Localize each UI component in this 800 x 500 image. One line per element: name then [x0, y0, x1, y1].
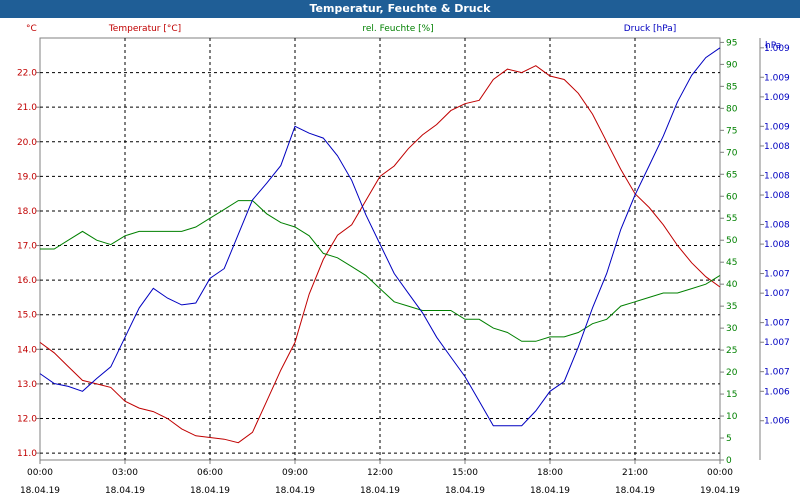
temperature-unit-label: °C — [26, 24, 37, 34]
tick-label: 1.006 — [764, 417, 790, 427]
series-line — [39, 65, 721, 444]
tick-label-time: 12:00 — [367, 468, 393, 478]
tick-label-time: 00:00 — [27, 468, 53, 478]
tick-label-time: 15:00 — [452, 468, 478, 478]
tick-label-time: 00:00 — [707, 468, 733, 478]
tick-label: 16.0 — [17, 276, 37, 286]
tick-label: 18.0 — [17, 207, 37, 217]
time-axis: 00:00 18.04.19 03:00 18.04.19 06:00 18.04.19 0… — [20, 460, 740, 496]
tick-label: 1.008 — [764, 142, 790, 152]
series-line — [39, 47, 721, 427]
tick-label-date: 18.04.19 — [615, 486, 655, 496]
tick-label: 75 — [726, 126, 737, 136]
tick-label-date: 18.04.19 — [360, 486, 400, 496]
tick-label: 15.0 — [17, 311, 37, 321]
tick-label: 1.006 — [764, 387, 790, 397]
tick-label: 1.007 — [764, 319, 790, 329]
tick-label: 20.0 — [17, 138, 37, 148]
tick-label: 65 — [726, 170, 737, 180]
tick-label: 0 — [726, 456, 732, 466]
chart-title: Temperatur, Feuchte & Druck — [0, 0, 800, 18]
tick-label: 1.009 — [764, 44, 790, 54]
tick-label: 45 — [726, 258, 737, 268]
tick-label: 40 — [726, 280, 738, 290]
pressure-axis-title: Druck [hPa] — [624, 24, 677, 34]
tick-label: 1.009 — [764, 73, 790, 83]
tick-label-date: 18.04.19 — [105, 486, 145, 496]
tick-label-time: 06:00 — [197, 468, 223, 478]
tick-label: 19.0 — [17, 172, 37, 182]
tick-label: 5 — [726, 434, 732, 444]
tick-label-date: 18.04.19 — [530, 486, 570, 496]
tick-label: 1.007 — [764, 368, 790, 378]
tick-label: 30 — [726, 324, 738, 334]
tick-label: 60 — [726, 192, 738, 202]
tick-label: 1.008 — [764, 220, 790, 230]
humidity-axis: 0 5 10 15 20 25 30 35 40 45 50 55 60 65 70 75 80 85 90 95 — [720, 38, 738, 466]
pressure-axis: 1.006 1.006 1.007 1.007 1.007 1.007 1.007 1.008… — [759, 38, 790, 460]
tick-label: 1.007 — [764, 289, 790, 299]
pressure-unit-label: hPa — [765, 41, 781, 51]
humidity-axis-title: rel. Feuchte [%] — [362, 24, 433, 34]
tick-label: 12.0 — [17, 414, 37, 424]
tick-label: 20 — [726, 368, 738, 378]
temperature-axis-title: Temperatur [°C] — [108, 24, 181, 34]
tick-label: 1.009 — [764, 93, 790, 103]
tick-label-time: 18:00 — [537, 468, 563, 478]
tick-label: 1.007 — [764, 338, 790, 348]
tick-label: 22.0 — [17, 69, 37, 79]
tick-label-time: 09:00 — [282, 468, 308, 478]
tick-label: 11.0 — [17, 449, 37, 459]
tick-label: 70 — [726, 148, 738, 158]
tick-label-date: 19.04.19 — [700, 486, 740, 496]
tick-label: 55 — [726, 214, 737, 224]
series-line — [40, 200, 721, 342]
tick-label: 21.0 — [17, 103, 37, 113]
tick-label: 85 — [726, 82, 737, 92]
tick-label: 17.0 — [17, 242, 37, 252]
tick-label: 95 — [726, 38, 737, 48]
tick-label: 90 — [726, 60, 738, 70]
tick-label: 1.007 — [764, 270, 790, 280]
tick-label-date: 18.04.19 — [20, 486, 60, 496]
tick-label: 80 — [726, 104, 738, 114]
tick-label: 1.009 — [764, 122, 790, 132]
tick-label: 10 — [726, 412, 738, 422]
temperature-axis: 11.0 12.0 13.0 14.0 15.0 16.0 17.0 18.0 19.0 20.0… — [17, 69, 40, 459]
series-layer — [39, 47, 721, 444]
tick-label-time: 21:00 — [622, 468, 648, 478]
tick-label-time: 03:00 — [112, 468, 138, 478]
tick-label: 50 — [726, 236, 738, 246]
tick-label: 35 — [726, 302, 737, 312]
tick-label: 1.008 — [764, 171, 790, 181]
tick-label: 1.008 — [764, 240, 790, 250]
tick-label-date: 18.04.19 — [275, 486, 315, 496]
tick-label: 25 — [726, 346, 737, 356]
tick-label: 1.008 — [764, 191, 790, 201]
tick-label: 14.0 — [17, 345, 37, 355]
tick-label-date: 18.04.19 — [190, 486, 230, 496]
tick-label: 13.0 — [17, 380, 37, 390]
tick-label: 15 — [726, 390, 737, 400]
chart-canvas: °C Temperatur [°C] rel. Feuchte [%] Druc… — [17, 24, 790, 496]
tick-label-date: 18.04.19 — [445, 486, 485, 496]
